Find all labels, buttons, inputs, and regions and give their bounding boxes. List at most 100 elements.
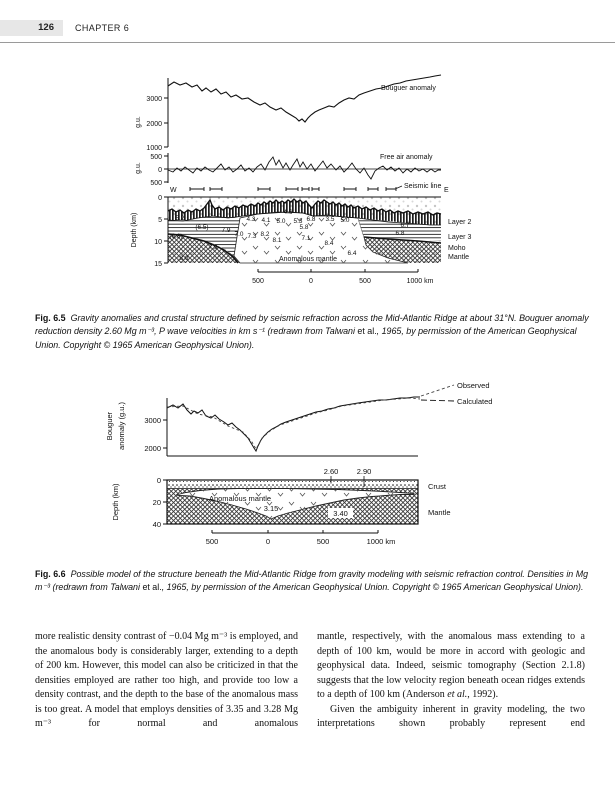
layer3-label: Layer 3 (448, 234, 471, 241)
velocity-label: 5.0 (341, 217, 350, 224)
seafloor-line (167, 198, 442, 216)
figure-6-5: 3000 2000 1000 g.u. Bouguer anomaly 500 … (118, 60, 518, 306)
crustal-section: 0 5 10 15 Depth (km) 5.2 (6.5) (6.8) 7.9… (131, 195, 471, 285)
density-260: 2.60 (324, 467, 339, 476)
depth-axis-label: Depth (km) (111, 483, 120, 521)
bouguer-anomaly-panel: 3000 2000 1000 g.u. Bouguer anomaly (135, 74, 442, 152)
et-al: et al. (447, 689, 468, 700)
x-tick: 500 (252, 278, 264, 285)
west-label: W (170, 187, 177, 194)
velocity-label: 7.3 (248, 233, 257, 240)
y-tick: 1000 (146, 145, 162, 152)
figure-6-6-svg: 3000 2000 Bouguer anomaly (g.u.) Observe… (105, 381, 492, 546)
velocity-label: 6.8 (396, 230, 405, 237)
x-tick: 0 (309, 278, 313, 285)
velocity-label: 6.8 (307, 216, 316, 223)
mantle-west (168, 234, 240, 263)
y-axis-label-line2: anomaly (g.u.) (117, 402, 126, 450)
layer3-east (358, 218, 441, 241)
x-tick: 500 (206, 537, 219, 546)
figure-number: Fig. 6.6 (35, 568, 66, 579)
paragraph: more realistic density contrast of −0.04… (35, 631, 298, 729)
seismic-line-row: W E Seismic line (170, 183, 449, 194)
bouguer-curve (167, 74, 442, 123)
depth-tick: 40 (153, 520, 161, 529)
header-rule (0, 42, 615, 43)
mantle-east (364, 237, 441, 263)
mantle-label: Mantle (448, 254, 469, 261)
depth-tick: 5 (158, 217, 162, 224)
depth-axis-label: Depth (km) (131, 213, 138, 248)
body-right-column: mantle, respectively, with the anomalous… (317, 630, 585, 732)
x-tick: 500 (317, 537, 330, 546)
mantle-label: Mantle (428, 508, 451, 517)
y-tick: 500 (150, 154, 162, 161)
crust-layer-290 (167, 484, 418, 489)
density-340: 3.40 (333, 509, 348, 518)
y-axis-unit: g.u. (135, 162, 142, 174)
y-tick: 0 (158, 167, 162, 174)
calculated-curve (166, 397, 421, 450)
x-tick: 1000 km (407, 278, 434, 285)
et-al: et al. (357, 326, 377, 337)
velocity-label: 5.3 (294, 218, 303, 225)
depth-tick: 0 (158, 195, 162, 202)
velocity-label: 5.2 (176, 215, 185, 222)
velocity-label: 4.3 (247, 216, 256, 223)
seismic-line-segments (189, 187, 397, 191)
y-tick: 2000 (146, 121, 162, 128)
crust-label: Crust (428, 482, 447, 491)
velocity-label: (6.8) (169, 233, 182, 240)
y-tick: 2000 (144, 444, 161, 453)
moho-east (363, 236, 442, 244)
moho-west (167, 233, 239, 264)
velocity-label: 4.6 (284, 209, 293, 216)
free-air-curve-label: Free air anomaly (380, 154, 433, 161)
east-label: E (444, 187, 449, 194)
free-air-anomaly-panel: 500 0 500 g.u. Free air anomaly (135, 153, 441, 187)
figure-number: Fig. 6.5 (35, 312, 66, 323)
anomalous-mantle-label: Anomalous mantle (279, 256, 337, 263)
velocity-label: 8.4 (325, 240, 334, 247)
velocity-label: 8.0 (180, 255, 189, 262)
velocity-label: (6.5) (195, 224, 208, 231)
density-315: 3.15 (264, 504, 279, 513)
page-number: 126 (38, 22, 54, 33)
x-tick: 0 (266, 537, 270, 546)
y-tick: 3000 (144, 416, 161, 425)
layer2-body (168, 199, 441, 225)
layer2-label: Layer 2 (448, 219, 471, 226)
x-tick: 500 (359, 278, 371, 285)
chapter-title: CHAPTER 6 (75, 23, 130, 33)
velocity-label: 6.4 (348, 250, 357, 257)
x-tick: 1000 km (367, 537, 396, 546)
velocity-label: 8.1 (273, 237, 282, 244)
velocity-label: 7.1 (302, 235, 311, 242)
figure-6-5-svg: 3000 2000 1000 g.u. Bouguer anomaly 500 … (131, 74, 471, 285)
y-tick: 3000 (146, 96, 162, 103)
caption-6-5: Fig. 6.5 Gravity anomalies and crustal st… (35, 312, 589, 351)
paragraph: mantle, respectively, with the anomalous… (317, 631, 585, 700)
velocity-label: 7.0 (235, 231, 244, 238)
paragraph: Given the ambiguity inherent in gravity … (317, 703, 585, 730)
moho-label: Moho (448, 245, 466, 252)
density-model: Anomalous mantle 3.15 3.40 2.60 2.90 0 2… (111, 467, 451, 546)
bouguer-profile: 3000 2000 Bouguer anomaly (g.u.) Observe… (105, 381, 492, 457)
velocity-label: 8.2 (261, 231, 270, 238)
density-290: 2.90 (357, 467, 372, 476)
bouguer-curve-label: Bouguer anomaly (381, 85, 436, 92)
depth-tick: 20 (153, 498, 161, 507)
observed-curve (166, 396, 420, 453)
distance-scale: 500 0 500 1000 km (206, 530, 396, 546)
anomalous-mantle-label: Anomalous mantle (209, 494, 271, 503)
velocity-label: 5.8 (300, 224, 309, 231)
velocity-labels: 5.2 (6.5) (6.8) 7.9 7.9 8.0 4.3 4.1 5.0 … (169, 209, 409, 262)
velocity-label: 3.5 (326, 216, 335, 223)
free-air-curve (167, 156, 441, 180)
depth-tick: 10 (154, 239, 162, 246)
layer3-west (168, 217, 240, 256)
velocity-label: 5.0 (277, 218, 286, 225)
page-number-box: 126 (0, 20, 63, 36)
y-tick: 500 (150, 180, 162, 187)
